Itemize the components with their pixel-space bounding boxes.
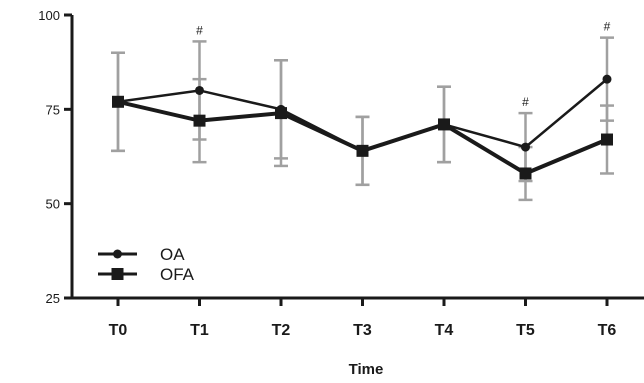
y-tick-label: 50 bbox=[46, 197, 60, 212]
legend-label-ofa: OFA bbox=[160, 265, 195, 284]
data-point-ofa bbox=[519, 167, 532, 180]
data-point-ofa bbox=[112, 95, 124, 108]
x-tick-label: T2 bbox=[272, 322, 291, 339]
significance-annotations: # # # bbox=[196, 20, 611, 109]
y-axis: 25 50 75 100 bbox=[38, 8, 74, 306]
significance-mark: # bbox=[196, 23, 203, 37]
data-point-oa bbox=[602, 74, 612, 84]
x-tick-label: T5 bbox=[516, 322, 535, 339]
y-tick-label: 100 bbox=[38, 8, 60, 23]
data-point-ofa bbox=[438, 118, 450, 131]
data-point-ofa bbox=[275, 107, 287, 120]
significance-mark: # bbox=[522, 95, 529, 109]
x-tick-label: T3 bbox=[353, 322, 372, 339]
data-point-ofa bbox=[356, 144, 369, 157]
y-tick-label: 25 bbox=[46, 291, 60, 306]
data-point-ofa bbox=[601, 133, 613, 146]
x-tick-label: T1 bbox=[190, 322, 209, 339]
x-tick-label: T0 bbox=[109, 322, 128, 339]
x-axis-title: Time bbox=[349, 361, 384, 378]
legend-label-oa: OA bbox=[160, 245, 185, 264]
legend-marker-oa bbox=[113, 249, 122, 259]
legend-marker-ofa bbox=[111, 268, 124, 280]
data-point-ofa bbox=[193, 114, 206, 127]
y-tick-label: 75 bbox=[46, 102, 60, 117]
data-point-oa bbox=[521, 142, 530, 152]
x-axis: T0 T1 T2 T3 T4 T5 T6 bbox=[72, 296, 644, 339]
x-tick-label: T6 bbox=[598, 322, 617, 339]
data-point-oa bbox=[195, 85, 204, 95]
x-tick-label: T4 bbox=[435, 322, 454, 339]
markers bbox=[112, 74, 613, 180]
significance-mark: # bbox=[604, 20, 611, 34]
